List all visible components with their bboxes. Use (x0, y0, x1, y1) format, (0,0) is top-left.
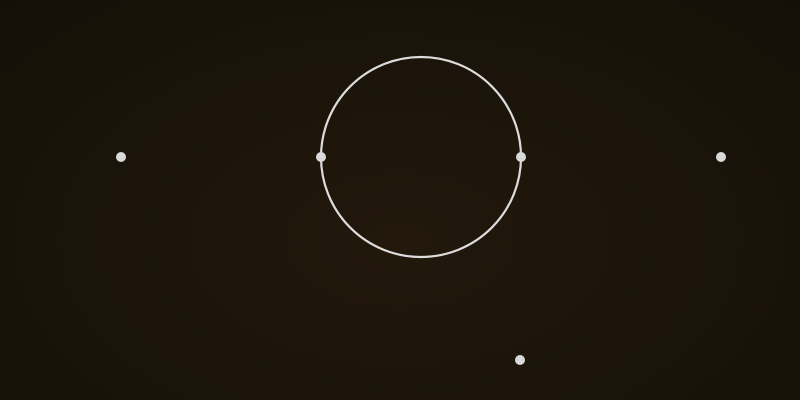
bottom-dot[interactable] (515, 355, 525, 365)
left-dot[interactable] (116, 152, 126, 162)
ring-left-dot[interactable] (316, 152, 326, 162)
ring-right-dot[interactable] (516, 152, 526, 162)
right-dot[interactable] (716, 152, 726, 162)
center-ring[interactable] (319, 55, 523, 259)
